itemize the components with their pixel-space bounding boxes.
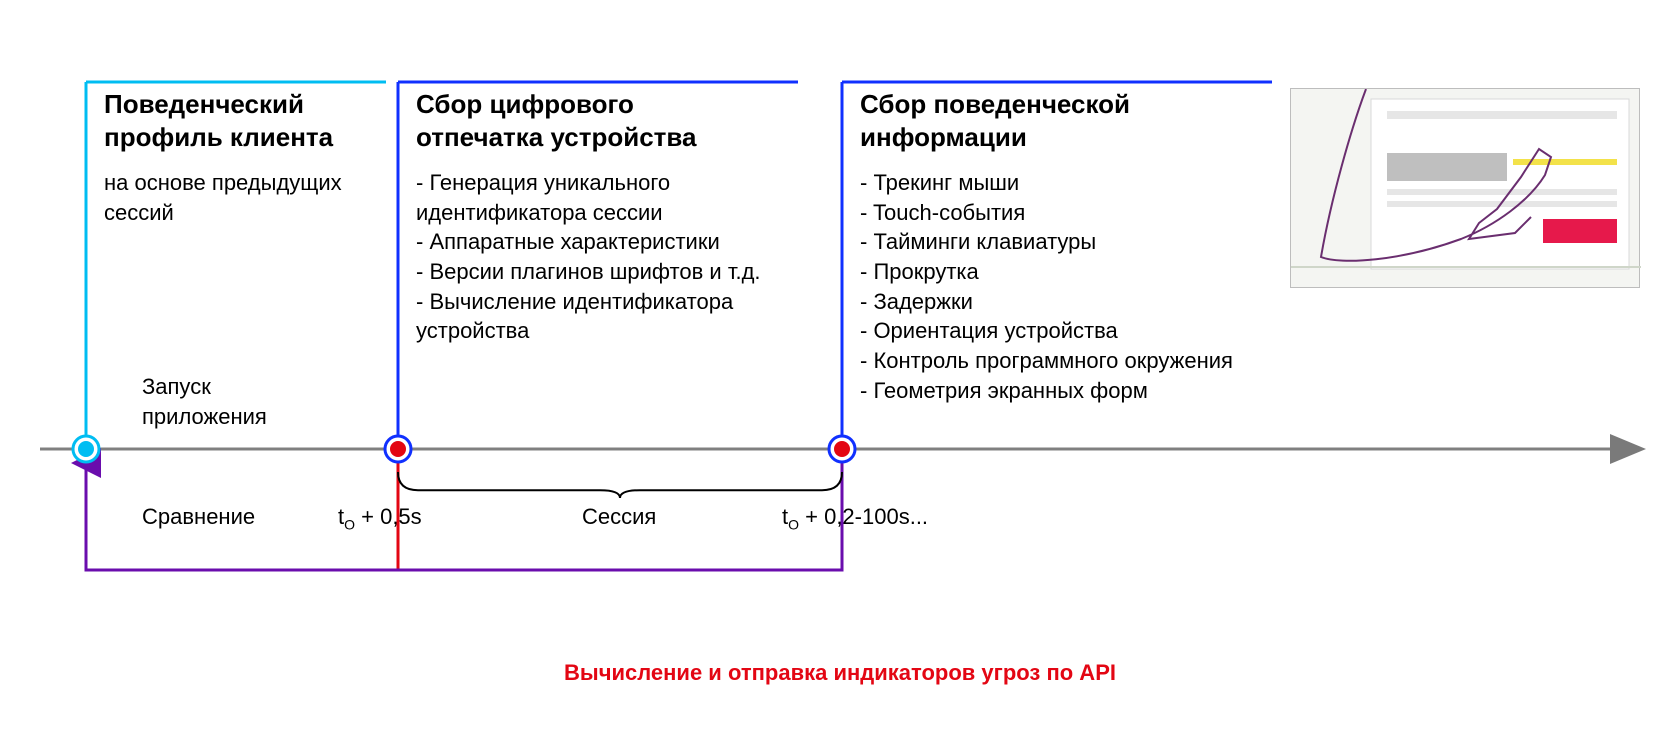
- session-brace: [398, 472, 842, 498]
- col-body-col2: - Генерация уникальногоидентификатора се…: [416, 168, 816, 346]
- thumbnail: [1290, 88, 1640, 288]
- label-launch: Запускприложения: [142, 372, 267, 431]
- label-session: Сессия: [582, 502, 656, 532]
- label-compare: Сравнение: [142, 502, 255, 532]
- marker-dot-m3: [834, 441, 850, 457]
- label-t2: tO + 0,2-100s...: [782, 502, 928, 534]
- col-body-col1: на основе предыдущихсессий: [104, 168, 404, 227]
- col-body-col3: - Трекинг мыши- Touch-события- Тайминги …: [860, 168, 1290, 406]
- marker-dot-m1: [78, 441, 94, 457]
- marker-dot-m2: [390, 441, 406, 457]
- thumbnail-svg: [1291, 89, 1641, 289]
- footer-text: Вычисление и отправка индикаторов угроз …: [0, 660, 1680, 686]
- col-title-col3: Сбор поведенческойинформации: [860, 88, 1290, 153]
- diagram-stage: Поведенческийпрофиль клиента на основе пр…: [0, 0, 1680, 740]
- col-title-col1: Поведенческийпрофиль клиента: [104, 88, 404, 153]
- label-t1: tO + 0,5s: [338, 502, 422, 534]
- col-title-col2: Сбор цифровогоотпечатка устройства: [416, 88, 816, 153]
